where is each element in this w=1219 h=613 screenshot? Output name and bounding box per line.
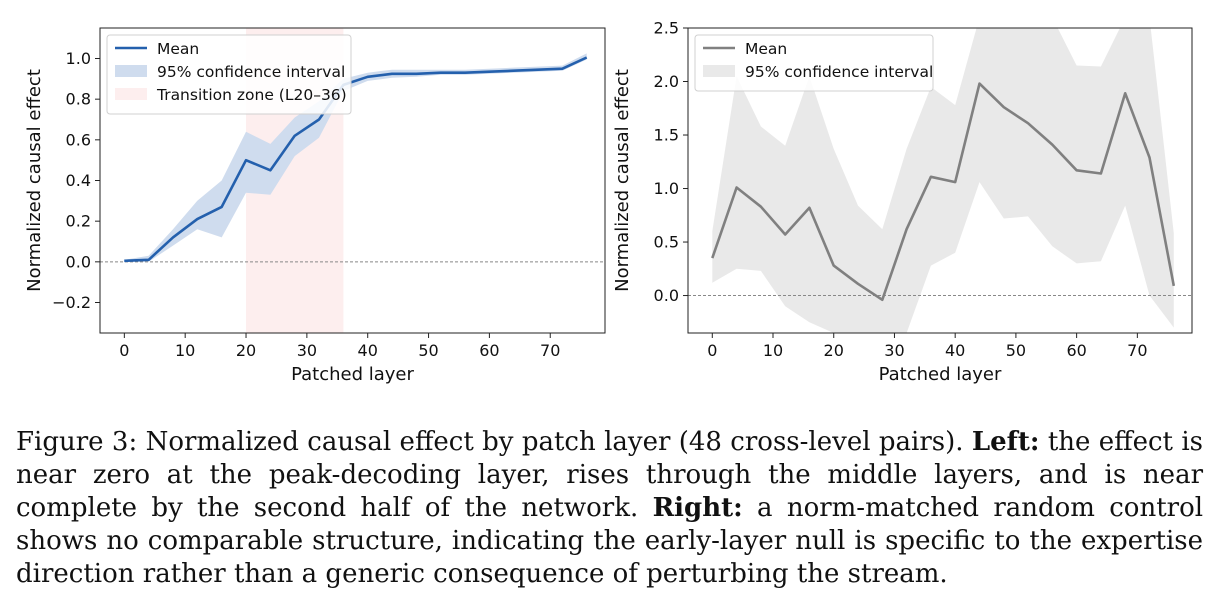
y-tick-label: 0.6 [66,130,91,149]
legend: Mean 95% confidence interval Transition zo… [106,34,352,115]
x-tick-label: 40 [358,341,378,360]
x-tick-label: 50 [418,341,438,360]
mean-line [711,82,1176,302]
caption-right-label: Right: [652,493,743,523]
legend-label: 95% confidence interval [745,63,933,81]
legend-label: Mean [745,40,787,58]
left-panel: 0 10 20 30 40 50 60 70 −0.2 0.0 0.2 0.4 0.6 0.8 1.0 Pat… [24,27,606,385]
x-tick-label: 20 [824,341,844,360]
x-tick-label: 60 [479,341,499,360]
y-tick-label: 0.2 [66,212,91,231]
legend-patch-swatch [115,65,147,77]
x-tick-label: 0 [707,341,717,360]
plot-area [688,28,1192,333]
x-tick-label: 0 [119,341,129,360]
y-tick-label: 1.0 [654,179,679,198]
x-tick-label: 70 [1127,341,1147,360]
x-axis-label: Patched layer [291,364,414,385]
x-tick-label: 10 [175,341,195,360]
y-tick-label: 2.0 [654,72,679,91]
y-tick-label: 0.5 [654,233,679,252]
legend-box [106,34,352,115]
figure-canvas: 0 10 20 30 40 50 60 70 −0.2 0.0 0.2 0.4 0.6 0.8 1.0 Pat… [24,19,1193,385]
x-tick-label: 70 [540,341,560,360]
y-axis-label: Normalized causal effect [612,69,633,292]
y-tick-label: 2.5 [654,19,679,38]
caption-text-left: the effect is near zero at the peak-deco… [16,427,1203,523]
caption-text-intro: Normalized causal effect by patch layer … [145,427,964,457]
y-axis-label: Normalized causal effect [24,69,45,292]
x-tick-label: 30 [884,341,904,360]
legend-patch-swatch [115,88,147,100]
y-tick-label: −0.2 [52,293,91,312]
x-tick-label: 50 [1006,341,1026,360]
axes-frame [687,27,1193,334]
y-tick-label: 0.0 [66,252,91,271]
mean-line [124,56,588,263]
caption-text-right: a norm-matched random control shows no c… [16,493,1204,589]
x-tick-label: 60 [1066,341,1086,360]
caption-label: Figure 3: [16,427,138,457]
y-tick-label: 0.0 [654,286,679,305]
y-tick-label: 0.4 [66,171,91,190]
figure-caption: Figure 3: Normalized causal effect by pa… [16,426,1203,591]
legend-label: 95% confidence interval [157,63,345,81]
y-tick-label: 0.8 [66,90,91,109]
legend-label: Transition zone (L20–36) [156,86,347,104]
legend-label: Mean [157,40,199,58]
figure: 0 10 20 30 40 50 60 70 −0.2 0.0 0.2 0.4 0.6 0.8 1.0 Pat… [24,19,1193,385]
legend: Mean 95% confidence interval [694,34,934,92]
y-tick-label: 1.5 [654,126,679,145]
x-tick-label: 40 [945,341,965,360]
x-tick-label: 20 [236,341,256,360]
right-panel: 0 10 20 30 40 50 60 70 0.0 0.5 1.0 1.5 2.0 2.5 Patched… [612,19,1193,385]
x-axis-label: Patched layer [879,364,1002,385]
x-tick-label: 10 [763,341,783,360]
legend-box [694,34,934,92]
legend-patch-swatch [703,65,735,77]
y-tick-label: 1.0 [66,49,91,68]
x-tick-label: 30 [297,341,317,360]
caption-left-label: Left: [971,427,1040,457]
